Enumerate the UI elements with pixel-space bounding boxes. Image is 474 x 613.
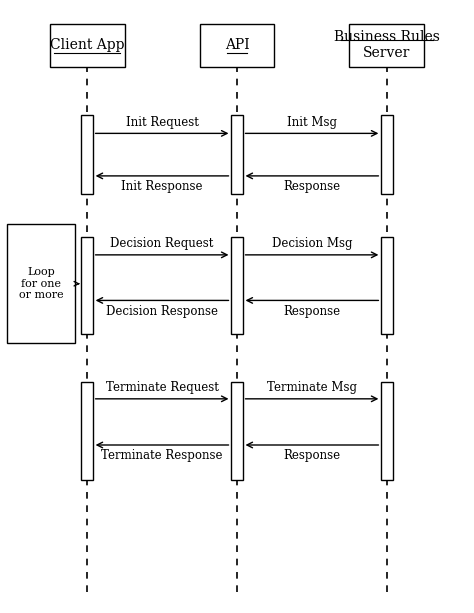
Bar (8, 224, 75, 343)
Text: Terminate Response: Terminate Response (101, 449, 223, 462)
Text: Decision Msg: Decision Msg (272, 237, 352, 251)
Text: Init Request: Init Request (126, 116, 199, 129)
Bar (349, 24, 424, 67)
Bar (82, 237, 93, 334)
Bar (50, 24, 125, 67)
Bar (231, 383, 243, 479)
Text: Client App: Client App (50, 38, 124, 52)
Text: Decision Request: Decision Request (110, 237, 214, 251)
Text: Response: Response (283, 449, 340, 462)
Bar (82, 383, 93, 479)
Text: Init Msg: Init Msg (287, 116, 337, 129)
Text: Loop
for one
or more: Loop for one or more (19, 267, 64, 300)
Text: Response: Response (283, 305, 340, 318)
Text: Decision Response: Decision Response (106, 305, 218, 318)
Bar (381, 383, 392, 479)
Text: Business Rules
Server: Business Rules Server (334, 30, 440, 61)
Text: Terminate Request: Terminate Request (106, 381, 219, 394)
Bar (231, 115, 243, 194)
Text: Terminate Msg: Terminate Msg (267, 381, 357, 394)
Text: API: API (225, 38, 249, 52)
Bar (200, 24, 274, 67)
Bar (231, 237, 243, 334)
Text: Response: Response (283, 180, 340, 193)
Bar (381, 115, 392, 194)
Bar (82, 115, 93, 194)
Text: Init Response: Init Response (121, 180, 203, 193)
Bar (381, 237, 392, 334)
